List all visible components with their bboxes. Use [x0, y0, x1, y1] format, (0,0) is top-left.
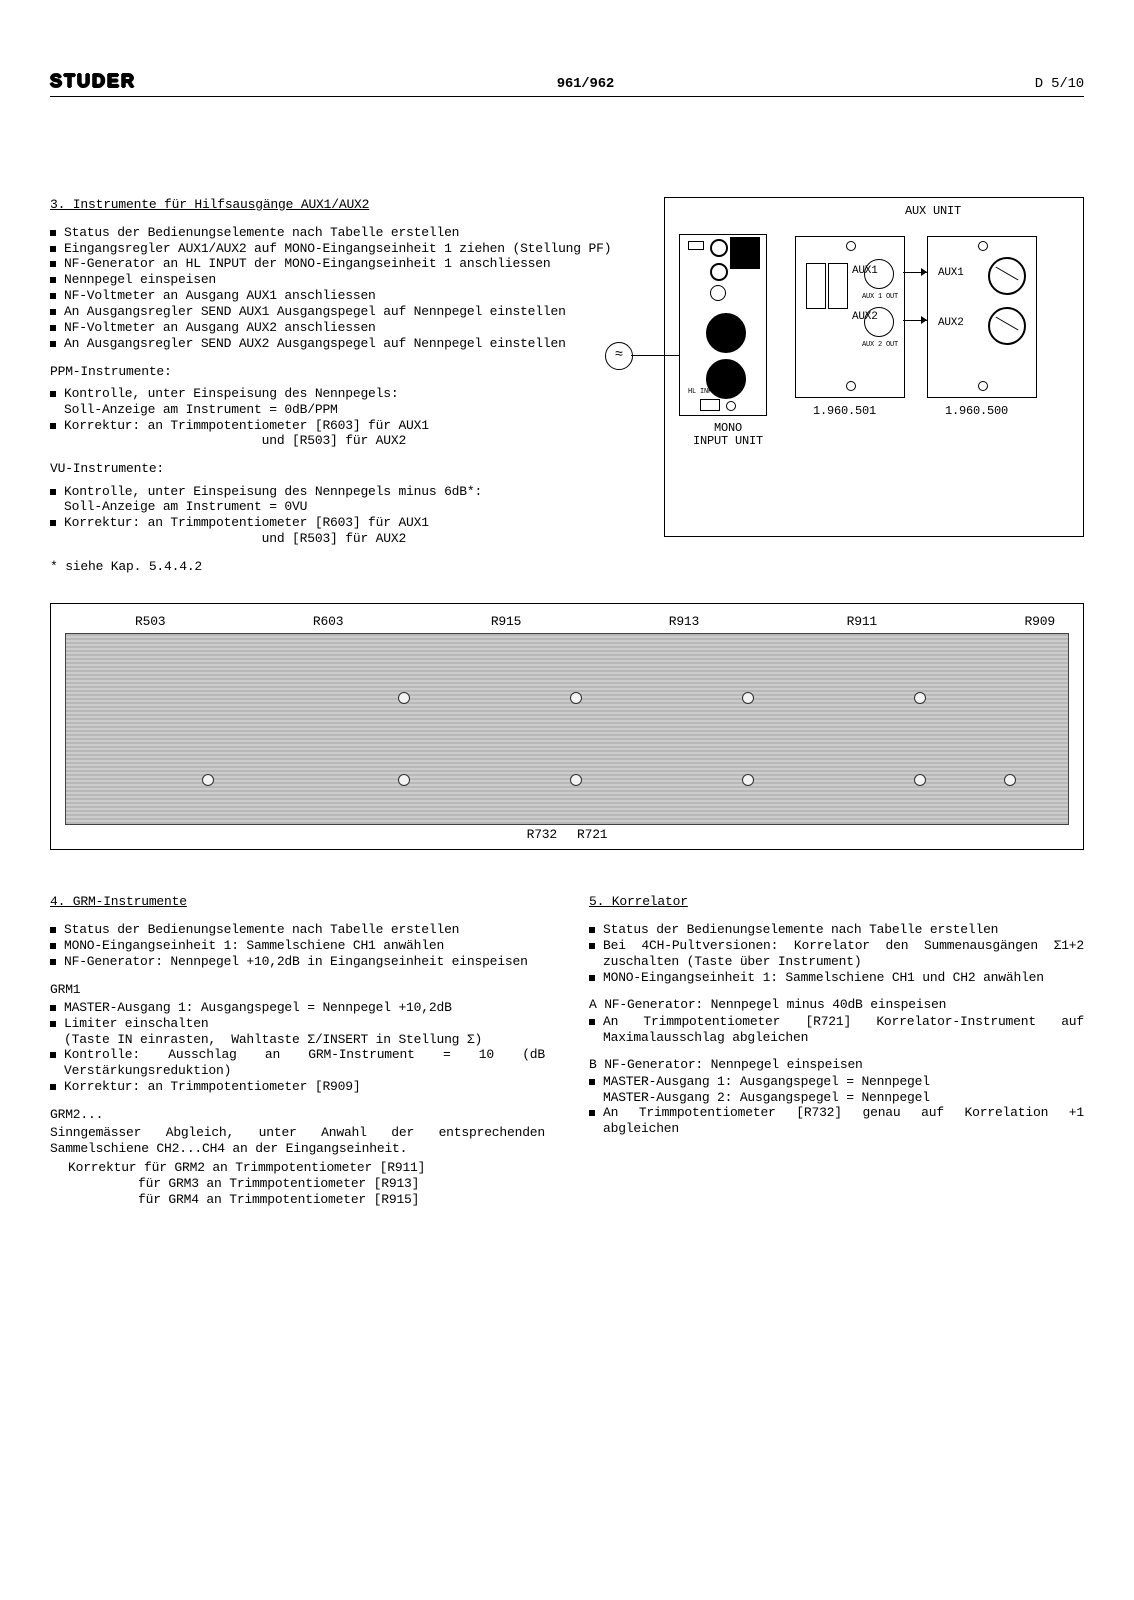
ppm-list: Kontrolle, unter Einspeisung des Nennpeg… — [50, 386, 636, 449]
grm2-line: für GRM4 an Trimmpotentiometer [R915] — [68, 1192, 545, 1208]
line-a: A NF-Generator: Nennpegel minus 40dB ein… — [589, 997, 1084, 1013]
mono-label: MONO INPUT UNIT — [693, 422, 763, 450]
section-4: 4. GRM-Instrumente Status der Bedienungs… — [50, 894, 545, 1209]
list-item: Kontrolle, unter Einspeisung des Nennpeg… — [50, 484, 636, 516]
list-item: NF-Voltmeter an Ausgang AUX1 anschliesse… — [50, 288, 636, 304]
grm2-line: Korrektur für GRM2 an Trimmpotentiometer… — [68, 1160, 545, 1176]
ppm-heading: PPM-Instrumente: — [50, 364, 636, 380]
board-bottom-labels: R732 R721 — [65, 825, 1069, 843]
list-item: Status der Bedienungselemente nach Tabel… — [50, 922, 545, 938]
part-number: 1.960.500 — [945, 404, 1008, 419]
footnote: * siehe Kap. 5.4.4.2 — [50, 559, 636, 575]
list-item: Status der Bedienungselemente nach Tabel… — [589, 922, 1084, 938]
sec3-list: Status der Bedienungselemente nach Tabel… — [50, 225, 636, 352]
list-item: An Trimmpotentiometer [R732] genau auf K… — [589, 1105, 1084, 1137]
list-item: Bei 4CH-Pultversionen: Korrelator den Su… — [589, 938, 1084, 970]
sec3-title: 3. Instrumente für Hilfsausgänge AUX1/AU… — [50, 197, 636, 213]
aux-card-1: AUX1 AUX 1 OUT AUX2 AUX 2 OUT — [795, 236, 905, 398]
list-item: Korrektur: an Trimmpotentiometer [R909] — [50, 1079, 545, 1095]
aux-unit-diagram: AUX UNIT ≈ HL INPUT MONO IN — [664, 197, 1084, 537]
list-item: MONO-Eingangseinheit 1: Sammelschiene CH… — [50, 938, 545, 954]
mono-input-unit: HL INPUT — [679, 234, 767, 416]
list-item: Korrektur: an Trimmpotentiometer [R603] … — [50, 418, 636, 450]
list-item: Kontrolle: Ausschlag an GRM-Instrument =… — [50, 1047, 545, 1079]
section-5: 5. Korrelator Status der Bedienungseleme… — [589, 894, 1084, 1209]
pcb-image — [65, 633, 1069, 825]
line-b: B NF-Generator: Nennpegel einspeisen — [589, 1057, 1084, 1073]
list-item: NF-Generator: Nennpegel +10,2dB in Einga… — [50, 954, 545, 970]
aux-title: AUX UNIT — [905, 204, 961, 219]
list-item: Korrektur: an Trimmpotentiometer [R603] … — [50, 515, 636, 547]
list-item: Kontrolle, unter Einspeisung des Nennpeg… — [50, 386, 636, 418]
board-top-labels: R503 R603 R915 R913 R911 R909 — [65, 614, 1069, 632]
list-item: NF-Voltmeter an Ausgang AUX2 anschliesse… — [50, 320, 636, 336]
grm2-text: Sinngemässer Abgleich, unter Anwahl der … — [50, 1125, 545, 1158]
list-item: An Trimmpotentiometer [R721] Korrelator-… — [589, 1014, 1084, 1046]
list-item: MASTER-Ausgang 1: Ausgangspegel = Nennpe… — [589, 1074, 1084, 1106]
list-item: Limiter einschalten (Taste IN einrasten,… — [50, 1016, 545, 1048]
vu-list: Kontrolle, unter Einspeisung des Nennpeg… — [50, 484, 636, 547]
list-item: An Ausgangsregler SEND AUX2 Ausgangspege… — [50, 336, 636, 352]
grm1-heading: GRM1 — [50, 982, 545, 998]
aux-card-2: AUX1 AUX2 — [927, 236, 1037, 398]
list-item: MONO-Eingangseinheit 1: Sammelschiene CH… — [589, 970, 1084, 986]
brand-logo: STUDER — [50, 70, 136, 93]
model-number: 961/962 — [557, 76, 614, 94]
grm2-heading: GRM2... — [50, 1107, 545, 1123]
list-item: MASTER-Ausgang 1: Ausgangspegel = Nennpe… — [50, 1000, 545, 1016]
list-item: Status der Bedienungselemente nach Tabel… — [50, 225, 636, 241]
part-number: 1.960.501 — [813, 404, 876, 419]
list-item: An Ausgangsregler SEND AUX1 Ausgangspege… — [50, 304, 636, 320]
list-item: Eingangsregler AUX1/AUX2 auf MONO-Eingan… — [50, 241, 636, 257]
list-item: Nennpegel einspeisen — [50, 272, 636, 288]
sec5-title: 5. Korrelator — [589, 894, 1084, 910]
vu-heading: VU-Instrumente: — [50, 461, 636, 477]
grm2-line: für GRM3 an Trimmpotentiometer [R913] — [68, 1176, 545, 1192]
page-number: D 5/10 — [1035, 76, 1084, 94]
sec4-title: 4. GRM-Instrumente — [50, 894, 545, 910]
page-header: STUDER 961/962 D 5/10 — [50, 70, 1084, 97]
generator-icon: ≈ — [605, 342, 633, 370]
section-3: 3. Instrumente für Hilfsausgänge AUX1/AU… — [50, 197, 636, 576]
list-item: NF-Generator an HL INPUT der MONO-Eingan… — [50, 256, 636, 272]
pcb-figure: R503 R603 R915 R913 R911 R909 R732 R721 — [50, 603, 1084, 850]
